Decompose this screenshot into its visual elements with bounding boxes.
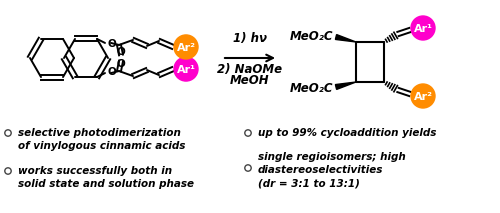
- Text: O: O: [107, 67, 116, 77]
- Text: works successfully both in: works successfully both in: [18, 166, 172, 176]
- Polygon shape: [336, 82, 356, 89]
- Polygon shape: [336, 35, 356, 42]
- Text: diastereoselectivities: diastereoselectivities: [258, 165, 384, 175]
- Text: selective photodimerization: selective photodimerization: [18, 128, 181, 138]
- Text: (dr = 3:1 to 13:1): (dr = 3:1 to 13:1): [258, 178, 360, 188]
- Text: Ar¹: Ar¹: [176, 65, 196, 75]
- Circle shape: [174, 57, 198, 81]
- Text: up to 99% cycloaddition yields: up to 99% cycloaddition yields: [258, 128, 436, 138]
- Text: 2) NaOMe: 2) NaOMe: [218, 63, 282, 76]
- Text: MeO₂C: MeO₂C: [290, 29, 333, 43]
- Circle shape: [174, 35, 198, 59]
- Text: MeO₂C: MeO₂C: [290, 82, 333, 95]
- Text: of vinylogous cinnamic acids: of vinylogous cinnamic acids: [18, 141, 186, 151]
- Text: MeOH: MeOH: [230, 74, 270, 87]
- Text: Ar²: Ar²: [176, 43, 196, 53]
- Text: O: O: [107, 39, 116, 49]
- Circle shape: [411, 84, 435, 108]
- Text: 1) hν: 1) hν: [233, 32, 267, 45]
- Text: Ar¹: Ar¹: [414, 24, 432, 34]
- Circle shape: [411, 16, 435, 40]
- Text: Ar²: Ar²: [414, 92, 432, 102]
- Text: single regioisomers; high: single regioisomers; high: [258, 152, 406, 162]
- Text: O: O: [116, 59, 126, 69]
- Text: solid state and solution phase: solid state and solution phase: [18, 179, 194, 189]
- Text: O: O: [116, 47, 126, 57]
